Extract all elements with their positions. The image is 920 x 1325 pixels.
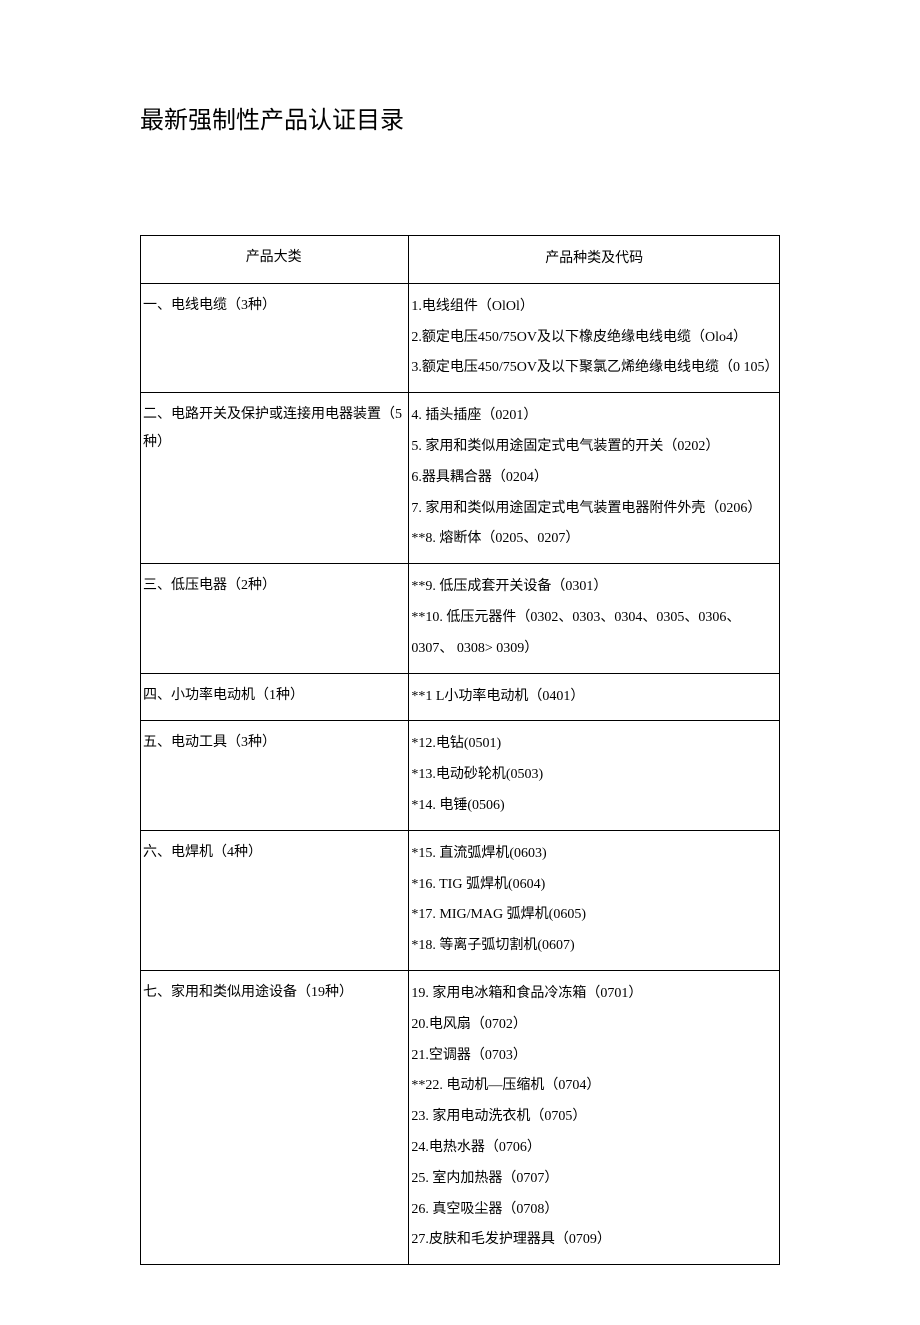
item-line: **22. 电动机—压缩机（0704） [411, 1071, 777, 1102]
table-row: 五、电动工具（3种）*12.电钻(0501)*13.电动砂轮机(0503)*14… [141, 721, 780, 830]
item-line: **10. 低压元器件（0302、0303、0304、0305、0306、030… [411, 603, 777, 665]
item-line: *14. 电锤(0506) [411, 791, 777, 822]
category-cell: 一、电线电缆（3种） [141, 283, 409, 392]
category-cell: 二、电路开关及保护或连接用电器装置（5种） [141, 393, 409, 564]
header-items: 产品种类及代码 [409, 236, 780, 284]
items-cell: *12.电钻(0501)*13.电动砂轮机(0503)*14. 电锤(0506) [409, 721, 780, 830]
item-line: **9. 低压成套开关设备（0301） [411, 572, 777, 603]
item-line: **1 L小功率电动机（0401） [411, 682, 777, 713]
table-row: 一、电线电缆（3种）1.电线组件（OlOl）2.额定电压450/75OV及以下橡… [141, 283, 780, 392]
table-row: 二、电路开关及保护或连接用电器装置（5种）4. 插头插座（0201）5. 家用和… [141, 393, 780, 564]
table-row: 七、家用和类似用途设备（19种）19. 家用电冰箱和食品冷冻箱（0701）20.… [141, 970, 780, 1264]
items-cell: **1 L小功率电动机（0401） [409, 673, 780, 721]
category-cell: 五、电动工具（3种） [141, 721, 409, 830]
item-line: 7. 家用和类似用途固定式电气装置电器附件外壳（0206） [411, 494, 777, 525]
item-line: *12.电钻(0501) [411, 729, 777, 760]
item-line: 25. 室内加热器（0707） [411, 1164, 777, 1195]
item-line: 27.皮肤和毛发护理器具（0709） [411, 1225, 777, 1256]
item-line: 3.额定电压450/75OV及以下聚氯乙烯绝缘电线电缆（0 105） [411, 353, 777, 384]
item-line: 21.空调器（0703） [411, 1041, 777, 1072]
table-row: 六、电焊机（4种）*15. 直流弧焊机(0603)*16. TIG 弧焊机(06… [141, 830, 780, 970]
item-line: *13.电动砂轮机(0503) [411, 760, 777, 791]
item-line: *18. 等离子弧切割机(0607) [411, 931, 777, 962]
item-line: 6.器具耦合器（0204） [411, 463, 777, 494]
item-line: *17. MIG/MAG 弧焊机(0605) [411, 900, 777, 931]
item-line: 19. 家用电冰箱和食品冷冻箱（0701） [411, 979, 777, 1010]
category-cell: 三、低压电器（2种） [141, 564, 409, 673]
item-line: **8. 熔断体（0205、0207） [411, 524, 777, 555]
category-cell: 七、家用和类似用途设备（19种） [141, 970, 409, 1264]
items-cell: 4. 插头插座（0201）5. 家用和类似用途固定式电气装置的开关（0202）6… [409, 393, 780, 564]
item-line: 4. 插头插座（0201） [411, 401, 777, 432]
table-row: 三、低压电器（2种）**9. 低压成套开关设备（0301）**10. 低压元器件… [141, 564, 780, 673]
category-cell: 六、电焊机（4种） [141, 830, 409, 970]
header-category: 产品大类 [141, 236, 409, 284]
page-title: 最新强制性产品认证目录 [140, 100, 780, 135]
item-line: 5. 家用和类似用途固定式电气装置的开关（0202） [411, 432, 777, 463]
item-line: 20.电风扇（0702） [411, 1010, 777, 1041]
item-line: 24.电热水器（0706） [411, 1133, 777, 1164]
table-header-row: 产品大类 产品种类及代码 [141, 236, 780, 284]
product-certification-table: 产品大类 产品种类及代码 一、电线电缆（3种）1.电线组件（OlOl）2.额定电… [140, 235, 780, 1265]
item-line: *16. TIG 弧焊机(0604) [411, 870, 777, 901]
items-cell: 1.电线组件（OlOl）2.额定电压450/75OV及以下橡皮绝缘电线电缆（Ol… [409, 283, 780, 392]
item-line: 1.电线组件（OlOl） [411, 292, 777, 323]
items-cell: *15. 直流弧焊机(0603)*16. TIG 弧焊机(0604)*17. M… [409, 830, 780, 970]
item-line: 26. 真空吸尘器（0708） [411, 1195, 777, 1226]
item-line: *15. 直流弧焊机(0603) [411, 839, 777, 870]
items-cell: 19. 家用电冰箱和食品冷冻箱（0701）20.电风扇（0702）21.空调器（… [409, 970, 780, 1264]
table-row: 四、小功率电动机（1种）**1 L小功率电动机（0401） [141, 673, 780, 721]
category-cell: 四、小功率电动机（1种） [141, 673, 409, 721]
item-line: 2.额定电压450/75OV及以下橡皮绝缘电线电缆（Olo4） [411, 323, 777, 354]
items-cell: **9. 低压成套开关设备（0301）**10. 低压元器件（0302、0303… [409, 564, 780, 673]
item-line: 23. 家用电动洗衣机（0705） [411, 1102, 777, 1133]
